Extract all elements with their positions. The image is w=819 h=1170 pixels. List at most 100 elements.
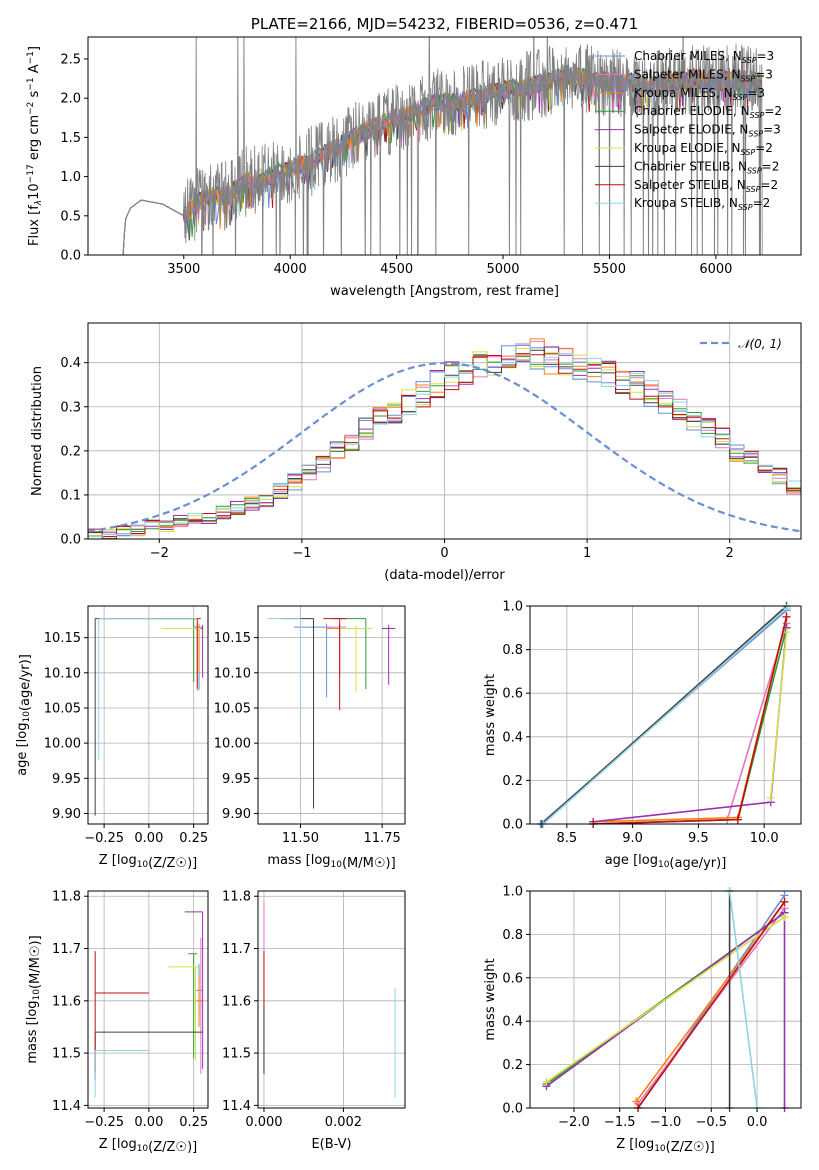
x-axis-label: wavelength [Angstrom, rest frame] — [330, 284, 559, 299]
x-axis-label: (data-model)/error — [384, 568, 505, 583]
y-tick-label: 0.4 — [502, 730, 523, 745]
y-tick-label: 0.2 — [502, 774, 523, 789]
y-tick-label: 0.0 — [60, 533, 81, 548]
x-tick-label: 5000 — [486, 262, 519, 277]
weight-marker — [632, 1097, 641, 1106]
y-tick-label: 11.5 — [52, 1047, 81, 1062]
y-tick-label: 11.8 — [52, 890, 81, 905]
data-point — [195, 974, 203, 1027]
y-axis-label: Normed distribution — [30, 366, 45, 496]
normal-curve — [87, 361, 802, 533]
y-tick-label: 10.10 — [214, 666, 251, 681]
y-tick-label: 2.5 — [60, 52, 81, 67]
weight-marker — [542, 1077, 551, 1086]
residual-histogram — [88, 344, 801, 539]
x-tick-label: 9.5 — [688, 831, 709, 846]
weight-line — [637, 901, 786, 1108]
spectrum-panel: 3500 4000 4500 5000 5500 6000 0.0 0.5 1.0 1.5 2.0 2… — [26, 15, 802, 299]
y-axis-label: age [log10(age/yr)] — [15, 654, 33, 776]
y-tick-label: 11.4 — [52, 1099, 81, 1114]
residual-histogram — [88, 345, 801, 539]
y-tick-label: 10.15 — [44, 631, 81, 646]
x-tick-label: 4000 — [274, 262, 307, 277]
weight-line — [728, 891, 758, 1108]
y-tick-label: 0.0 — [60, 249, 81, 264]
data-point — [184, 911, 204, 1069]
residual-histogram — [88, 346, 801, 539]
y-tick-label: 0.0 — [502, 1102, 523, 1117]
mass-vs-ebv-panel: 0.000 0.002 11.4 11.5 11.6 11.7 11.8 E(B-V) — [222, 890, 406, 1152]
x-tick-label: 2 — [726, 546, 734, 561]
legend-label: 𝒩(0, 1) — [738, 337, 782, 351]
x-tick-label: 5500 — [593, 262, 626, 277]
data-point — [280, 618, 315, 809]
y-tick-label: 10.00 — [44, 737, 81, 752]
x-tick-label: 0.000 — [245, 1115, 282, 1130]
x-axis-label: Z [log10(Z/Z☉)] — [616, 1137, 714, 1155]
y-tick-label: 0.6 — [502, 971, 523, 986]
x-tick-label: −0.25 — [84, 1115, 124, 1130]
x-tick-label: 11.75 — [364, 831, 401, 846]
y-tick-label: 11.6 — [222, 994, 251, 1009]
weight-marker — [780, 913, 789, 922]
y-tick-label: 0.5 — [60, 209, 81, 224]
y-tick-label: 0.0 — [502, 818, 523, 833]
y-tick-label: 0.2 — [60, 444, 81, 459]
y-axis-label: mass weight — [483, 958, 498, 1040]
data-point — [199, 624, 204, 678]
x-tick-label: −2.0 — [558, 1115, 590, 1130]
x-tick-label: 1 — [583, 546, 591, 561]
x-axis-label: age [log10(age/yr)] — [605, 853, 727, 871]
weight-marker — [782, 612, 791, 621]
data-point — [382, 624, 396, 685]
x-tick-label: −0.5 — [695, 1115, 727, 1130]
y-tick-label: 0.8 — [502, 643, 523, 658]
y-tick-label: 9.90 — [52, 807, 81, 822]
y-tick-label: 0.2 — [502, 1058, 523, 1073]
x-tick-label: 0.25 — [179, 831, 208, 846]
y-tick-label: 11.7 — [222, 942, 251, 957]
mass-vs-z-panel: −0.25 0.00 0.25 11.4 11.5 11.6 11.7 11.8 Z [log1… — [25, 890, 209, 1155]
x-tick-label: −1.0 — [650, 1115, 682, 1130]
y-tick-label: 0.6 — [502, 687, 523, 702]
legend-label: Salpeter ELODIE, NSSP=3 — [634, 123, 781, 139]
x-tick-label: 8.5 — [556, 831, 577, 846]
x-tick-label: 10.0 — [750, 831, 779, 846]
axes-frame — [87, 605, 209, 825]
y-tick-label: 1.0 — [60, 170, 81, 185]
y-tick-label: 0.8 — [502, 928, 523, 943]
weight-line — [769, 632, 788, 798]
x-axis-label: Z [log10(Z/Z☉)] — [99, 853, 197, 871]
data-point — [168, 966, 201, 1061]
legend-label: Salpeter MILES, NSSP=3 — [634, 67, 773, 83]
data-point — [94, 618, 194, 816]
legend-label: Kroupa MILES, NSSP=3 — [634, 86, 765, 102]
data-point — [98, 618, 198, 760]
x-tick-label: 0.002 — [325, 1115, 362, 1130]
x-tick-label: 3500 — [167, 262, 200, 277]
x-axis-label: Z [log10(Z/Z☉)] — [99, 1137, 197, 1155]
y-tick-label: 9.95 — [52, 772, 81, 787]
y-tick-label: 2.0 — [60, 92, 81, 107]
y-tick-label: 11.7 — [52, 942, 81, 957]
weight-line — [635, 901, 786, 1102]
y-tick-label: 0.4 — [60, 356, 81, 371]
y-tick-label: 0.3 — [60, 400, 81, 415]
spectrum-legend: Chabrier MILES, NSSP=3 Salpeter MILES, NS… — [595, 49, 782, 212]
y-tick-label: 0.1 — [60, 488, 81, 503]
data-point — [339, 624, 373, 692]
weight-marker — [782, 628, 791, 637]
x-tick-label: −1.5 — [604, 1115, 636, 1130]
y-axis-label: Flux [fλ10−17 erg cm−2 s−1 A−1] — [26, 46, 44, 246]
y-tick-label: 1.0 — [502, 885, 523, 900]
legend-label: Salpeter STELIB, NSSP=2 — [634, 178, 778, 194]
weight-line — [593, 623, 788, 824]
x-tick-label: 0.00 — [134, 831, 163, 846]
data-point — [195, 624, 203, 671]
age-vs-mass-panel: 11.50 11.75 9.90 9.95 10.00 10.05 10.10 10.15 ma… — [214, 605, 406, 871]
observed-spectrum — [122, 37, 763, 255]
axes-frame — [529, 605, 802, 825]
residual-histogram — [88, 353, 801, 539]
legend-label: Chabrier MILES, NSSP=3 — [634, 49, 774, 65]
